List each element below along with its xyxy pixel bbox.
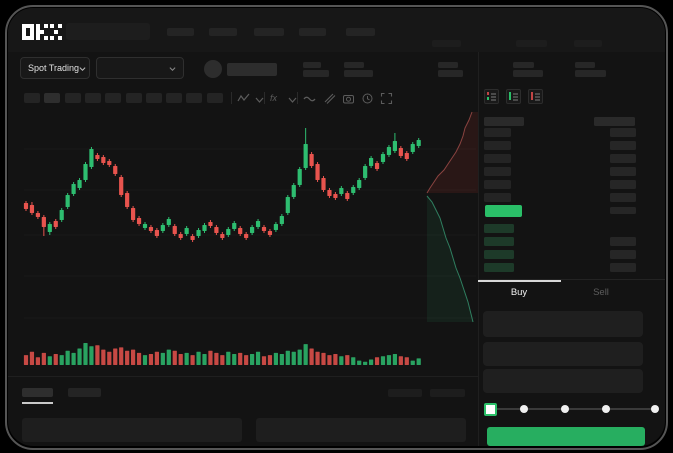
bottom-panel-placeholder xyxy=(256,418,466,442)
nav-item-placeholder[interactable] xyxy=(254,28,284,36)
bids-view-icon[interactable] xyxy=(506,89,521,104)
bottom-tab-placeholder[interactable] xyxy=(68,388,101,397)
bottom-action-placeholder[interactable] xyxy=(430,389,465,397)
timeframe-button[interactable] xyxy=(105,93,122,103)
pair-dropdown[interactable] xyxy=(96,57,184,79)
ob-amount-placeholder xyxy=(610,167,636,176)
ob-amount-placeholder xyxy=(610,128,636,137)
nav-item-placeholder[interactable] xyxy=(346,28,375,36)
buy-tab-indicator xyxy=(478,280,561,282)
tab-sell[interactable]: Sell xyxy=(593,287,609,298)
ob-amount-placeholder xyxy=(610,237,636,246)
asks-view-icon[interactable] xyxy=(528,89,543,104)
buy-button[interactable] xyxy=(487,427,645,446)
pair-name-placeholder xyxy=(227,63,277,76)
coin-avatar xyxy=(204,60,222,78)
ob-price-placeholder[interactable] xyxy=(484,250,514,259)
bottom-action-placeholder[interactable] xyxy=(388,389,422,397)
slider-stop[interactable] xyxy=(602,405,610,413)
ob-amount-placeholder xyxy=(610,154,636,163)
ob-price-placeholder[interactable] xyxy=(484,128,511,137)
ob-amount-placeholder xyxy=(610,180,636,189)
indicators-fx-icon[interactable]: fx xyxy=(270,93,278,103)
ob-amount-header-placeholder xyxy=(594,117,635,126)
chevron-down-icon[interactable] xyxy=(253,94,266,107)
okx-logo-icon[interactable] xyxy=(22,24,62,40)
amount-input-placeholder[interactable] xyxy=(483,342,643,366)
timeframe-button[interactable] xyxy=(125,93,142,103)
ob-amount-placeholder xyxy=(610,263,636,272)
ob-price-placeholder[interactable] xyxy=(484,263,514,272)
ob-amount-placeholder xyxy=(610,250,636,259)
price-input-placeholder[interactable] xyxy=(483,311,643,337)
draw-tool-icon[interactable] xyxy=(323,91,336,104)
ob-price-placeholder[interactable] xyxy=(484,180,511,189)
ob-price-placeholder[interactable] xyxy=(484,154,511,163)
timeframe-button[interactable] xyxy=(166,93,183,103)
ob-amount-placeholder xyxy=(610,207,636,214)
slider-stop[interactable] xyxy=(520,405,528,413)
ob-price-placeholder[interactable] xyxy=(484,193,511,202)
ob-price-placeholder[interactable] xyxy=(484,224,514,233)
candlestick-chart[interactable] xyxy=(8,8,665,446)
nav-right-placeholder[interactable] xyxy=(574,40,602,47)
chevron-down-icon[interactable] xyxy=(286,94,299,107)
market-type-dropdown[interactable]: Spot Trading xyxy=(20,57,90,79)
chevron-down-icon xyxy=(169,66,176,71)
nav-right-placeholder[interactable] xyxy=(432,40,461,47)
ob-price-header-placeholder xyxy=(484,117,524,126)
total-input-placeholder[interactable] xyxy=(483,369,643,393)
timeframe-button[interactable] xyxy=(24,93,40,103)
header-search-placeholder[interactable] xyxy=(66,23,150,40)
timeframe-button[interactable] xyxy=(64,93,81,103)
timeframe-button[interactable] xyxy=(44,93,61,103)
nav-right-placeholder[interactable] xyxy=(516,40,547,47)
camera-icon[interactable] xyxy=(342,92,355,105)
timeframe-button[interactable] xyxy=(186,93,203,103)
last-price-bar[interactable] xyxy=(485,205,522,217)
ob-price-placeholder[interactable] xyxy=(484,167,511,176)
market-type-label: Spot Trading xyxy=(28,63,80,73)
clock-icon[interactable] xyxy=(361,92,374,105)
active-tab-underline xyxy=(22,402,53,404)
app-window: Spot Trading fx xyxy=(8,8,665,446)
line-tool-icon[interactable] xyxy=(303,92,316,105)
ob-amount-placeholder xyxy=(610,141,636,150)
timeframe-button[interactable] xyxy=(206,93,223,103)
fullscreen-icon[interactable] xyxy=(380,92,393,105)
slider-stop[interactable] xyxy=(651,405,659,413)
slider-handle[interactable] xyxy=(484,403,497,416)
nav-item-placeholder[interactable] xyxy=(209,28,237,36)
app-root: Spot Trading fx xyxy=(8,8,665,446)
tab-buy[interactable]: Buy xyxy=(510,287,528,298)
chevron-down-icon xyxy=(79,66,86,71)
timeframe-button[interactable] xyxy=(84,93,101,103)
slider-stop[interactable] xyxy=(561,405,569,413)
amount-slider-track[interactable] xyxy=(490,408,655,410)
bottom-tab-active-placeholder[interactable] xyxy=(22,388,53,397)
ob-price-placeholder[interactable] xyxy=(484,141,511,150)
chart-type-icon[interactable] xyxy=(237,92,250,105)
all-book-view-icon[interactable] xyxy=(484,89,499,104)
ob-price-placeholder[interactable] xyxy=(484,237,514,246)
bottom-panel-placeholder xyxy=(22,418,242,442)
nav-item-placeholder[interactable] xyxy=(167,28,194,36)
timeframe-button[interactable] xyxy=(145,93,162,103)
ob-amount-placeholder xyxy=(610,193,636,202)
nav-item-placeholder[interactable] xyxy=(299,28,326,36)
